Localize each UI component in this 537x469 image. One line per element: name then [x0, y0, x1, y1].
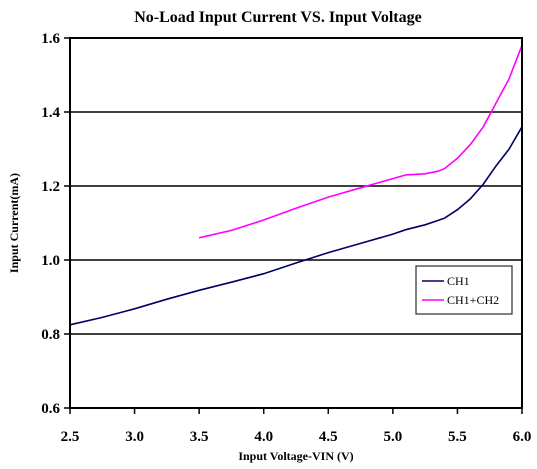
y-tick-label: 0.6 — [41, 401, 60, 417]
x-tick-label: 2.5 — [61, 429, 80, 445]
series-line-ch1-ch2 — [198, 45, 523, 239]
series-layer — [69, 45, 523, 326]
tick-labels: 0.6 0.8 1.0 1.2 1.4 1.6 2.5 3.0 3.5 4.0 4.5 5.0 5.5 6… — [41, 31, 531, 445]
x-tick-label: 4.0 — [254, 429, 273, 445]
y-tick-label: 1.2 — [41, 179, 60, 195]
plot-frame — [69, 37, 523, 409]
x-axis-label: Input Voltage-VIN (V) — [238, 449, 353, 463]
x-tick-label: 4.5 — [319, 429, 338, 445]
x-tick-label: 3.5 — [190, 429, 209, 445]
chart-title: No-Load Input Current VS. Input Voltage — [134, 9, 421, 26]
legend-label: CH1 — [447, 274, 470, 288]
legend: CH1 CH1+CH2 — [415, 265, 513, 315]
legend-label: CH1+CH2 — [447, 293, 499, 307]
y-tick-label: 1.4 — [41, 105, 60, 121]
x-tick-label: 6.0 — [513, 429, 532, 445]
y-tick-label: 1.0 — [41, 253, 60, 269]
x-tick-label: 5.0 — [383, 429, 402, 445]
grid — [64, 37, 523, 414]
series-line-ch1 — [69, 126, 523, 326]
legend-box — [415, 265, 513, 315]
x-tick-label: 5.5 — [448, 429, 467, 445]
y-axis-label: Input Current(mA) — [7, 173, 21, 273]
y-tick-label: 1.6 — [41, 31, 60, 47]
x-tick-label: 3.0 — [125, 429, 144, 445]
y-tick-label: 0.8 — [41, 327, 60, 343]
